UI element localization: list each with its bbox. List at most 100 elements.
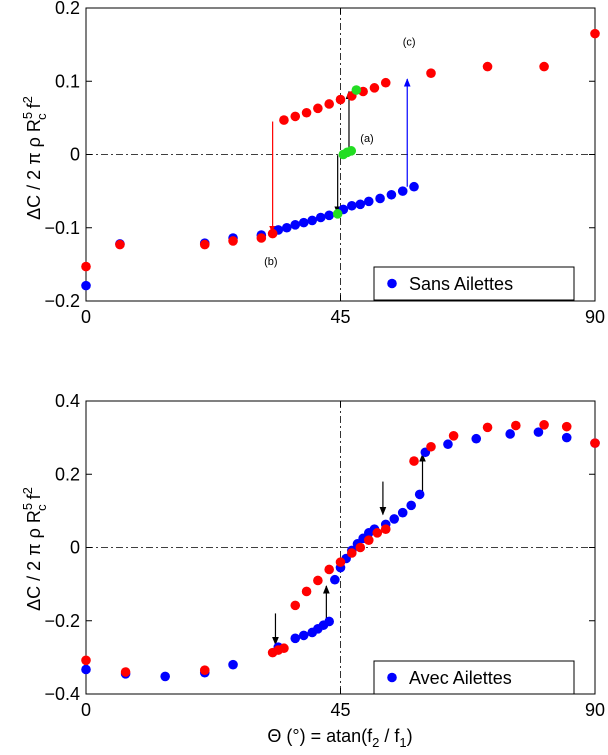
data-point-blue [298,217,309,228]
data-point-green [346,146,357,156]
y-tick-label: 0.2 [55,0,80,18]
data-point-blue [81,664,91,675]
data-point-red [313,575,323,586]
data-point-red [380,524,391,534]
data-point-blue [389,514,400,524]
y-tick-label: 0.1 [55,71,80,91]
x-tick-label: 0 [81,700,91,720]
data-point-red [590,438,600,448]
y-tick-label: −0.2 [44,291,80,311]
data-point-red [199,239,210,250]
data-point-red [372,528,383,538]
data-point-red [256,233,267,243]
data-point-red [301,107,312,118]
data-point-red [482,422,493,433]
y-tick-label: 0 [70,538,80,558]
data-point-red [539,61,549,72]
data-point-red [335,557,346,567]
data-point-blue [324,616,334,627]
y-tick-label: −0.1 [44,218,80,238]
legend-label: Sans Ailettes [409,274,513,294]
x-axis-label: Θ (°) = atan(f2 / f1) [267,726,412,750]
data-point-red [313,103,323,114]
data-point-red [448,430,459,441]
annotation-label: (b) [264,256,277,268]
data-point-blue [228,659,238,670]
ylabel-top: ΔC / 2 π ρ R5c f2 [20,96,49,220]
x-tick-label: 90 [585,307,605,327]
data-point-red [409,456,419,466]
data-point-blue [561,432,572,443]
data-point-blue [397,507,408,518]
legend-box [373,266,575,301]
x-tick-label: 45 [330,307,350,327]
data-point-red [290,111,301,122]
data-point-red [355,542,366,553]
data-point-red [228,236,238,246]
annotation-label: (c) [403,36,416,48]
legend-label: Avec Ailettes [409,668,512,688]
data-point-blue [443,439,453,450]
data-point-red [115,239,125,250]
legend-marker [387,672,397,683]
data-point-red [539,420,549,430]
data-point-blue [414,489,425,500]
data-point-blue [375,193,385,204]
data-point-red [279,115,289,125]
data-point-blue [330,574,340,585]
x-tick-label: 0 [81,307,91,327]
data-point-blue [290,633,301,644]
data-point-red [81,655,91,666]
data-point-green [332,209,343,219]
data-point-red [199,665,210,675]
data-point-blue [290,220,301,230]
data-point-red [324,99,334,109]
data-point-red [561,421,572,432]
data-point-blue [315,212,326,223]
data-point-blue [347,200,357,211]
data-point-blue [505,429,515,439]
x-tick-label: 90 [585,700,605,720]
data-point-blue [471,433,482,444]
data-point-blue [281,222,292,233]
data-point-red [279,643,289,654]
data-point-blue [406,500,416,511]
data-point-blue [324,210,334,221]
y-tick-label: 0 [70,145,80,165]
data-point-blue [298,630,309,641]
data-point-blue [160,671,170,682]
data-point-red [426,68,436,78]
data-point-red [426,441,436,452]
data-point-red [347,548,357,558]
plot-area: 0 45 90 −0.4 −0.2 0 0.2 0.4 [44,391,605,720]
data-point-green [351,85,362,95]
data-point-blue [307,215,318,226]
data-point-red [324,564,334,575]
legend-box [373,660,575,695]
data-point-red [335,94,346,105]
svg-text:ΔC / 2 π ρ R5c f2: ΔC / 2 π ρ R5c f2 [20,96,49,220]
top-chart: ΔC / 2 π ρ R5c f2 0 45 90 −0.2 −0.1 0 0.1 0.2 (a… [20,0,605,327]
y-tick-label: 0.2 [55,464,80,484]
data-point-blue [386,189,397,200]
data-point-red [369,83,380,93]
x-tick-label: 45 [330,700,350,720]
svg-text:ΔC / 2 π ρ R5c f2: ΔC / 2 π ρ R5c f2 [20,487,49,611]
plot-area: 0 45 90 −0.2 −0.1 0 0.1 0.2 (a) (b) (c) [44,0,605,327]
data-point-red [267,228,278,239]
bottom-chart: ΔC / 2 π ρ R5c f2 0 45 90 −0.4 −0.2 0 0.2 0.4 A… [20,391,605,750]
data-point-blue [355,199,366,210]
y-tick-label: 0.4 [55,391,80,411]
legend-marker [387,278,397,289]
data-point-blue [81,280,91,291]
data-point-red [290,600,301,611]
data-point-red [482,61,493,72]
data-point-red [380,77,391,88]
data-point-blue [409,181,419,192]
y-tick-label: −0.2 [44,611,80,631]
ylabel-bottom: ΔC / 2 π ρ R5c f2 [20,487,49,611]
data-point-blue [533,427,544,437]
data-point-red [301,586,312,597]
annotation-label: (a) [360,133,373,145]
